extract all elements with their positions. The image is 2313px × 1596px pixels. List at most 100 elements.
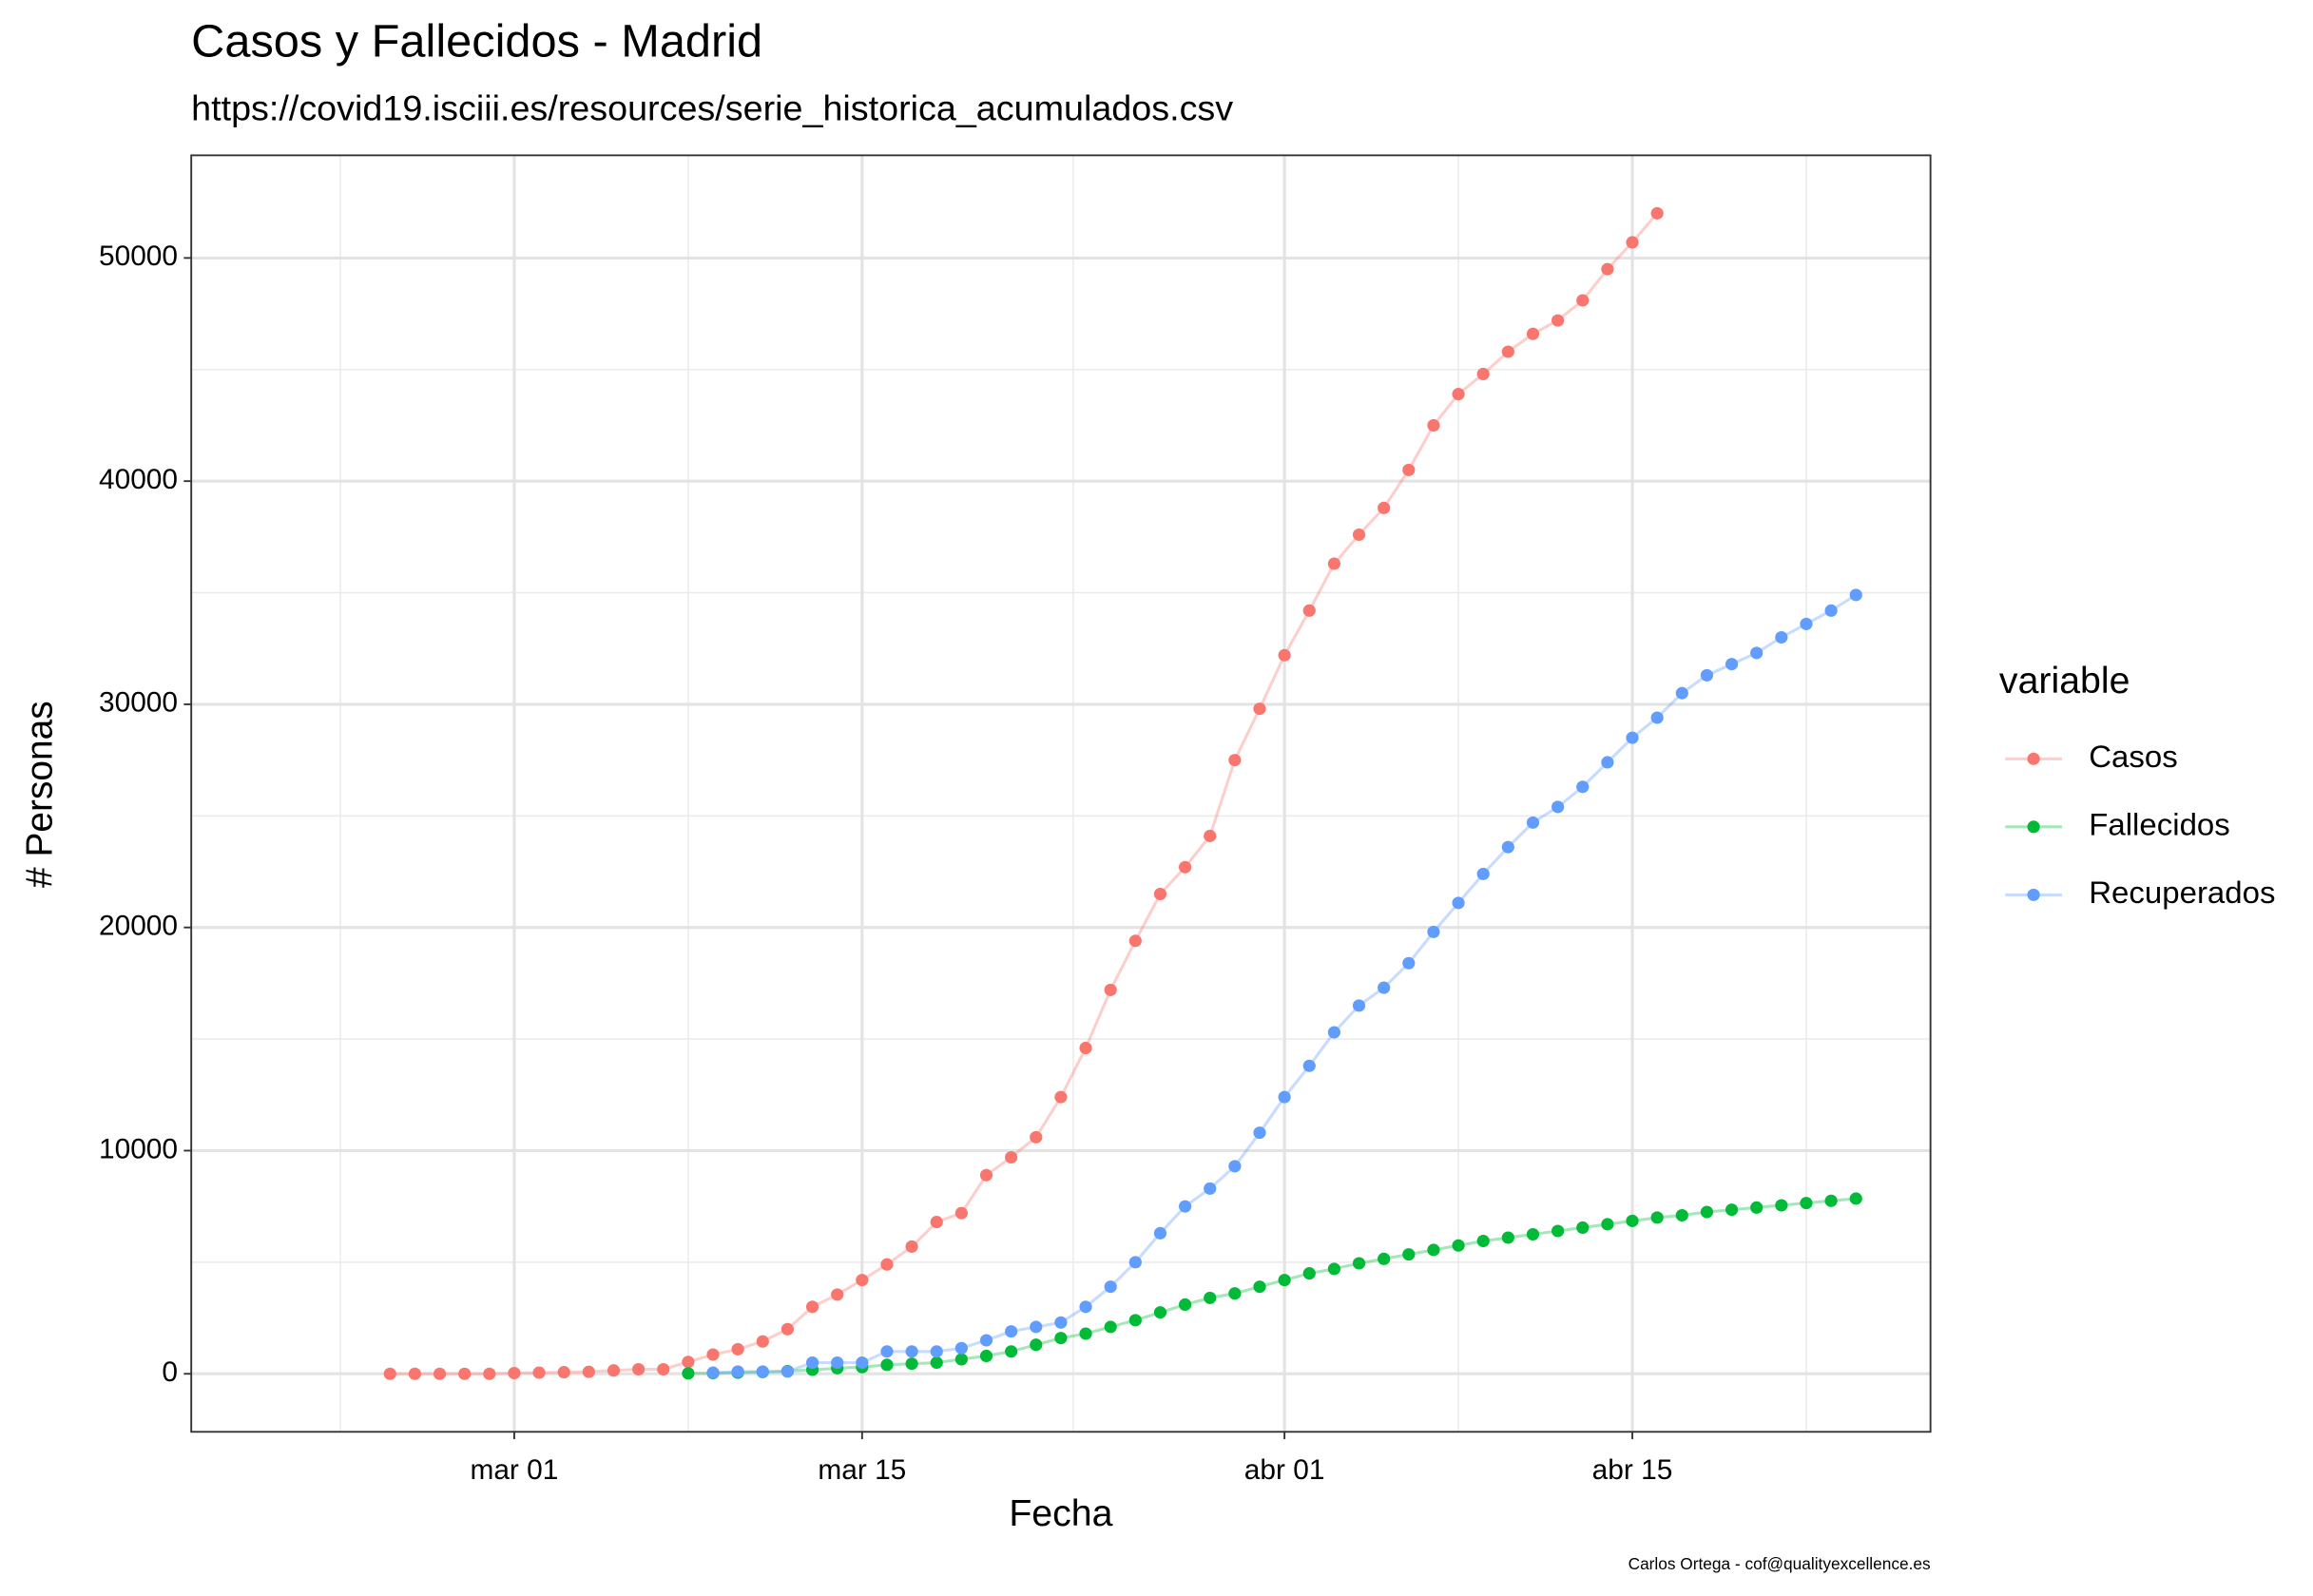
data-point	[1501, 345, 1514, 358]
data-point	[1253, 702, 1266, 716]
data-point	[905, 1240, 918, 1253]
data-point	[954, 1353, 968, 1366]
data-point	[1178, 1200, 1192, 1213]
data-point	[1427, 1243, 1440, 1257]
data-point	[1327, 557, 1340, 570]
data-point	[1675, 1209, 1688, 1222]
data-point	[508, 1366, 521, 1380]
y-tick-label: 50000	[99, 240, 178, 272]
data-point	[706, 1366, 720, 1379]
data-point	[1204, 1291, 1217, 1304]
data-point	[1378, 1252, 1391, 1265]
data-point	[1501, 840, 1514, 854]
data-point	[1005, 1325, 1018, 1338]
data-point	[756, 1335, 769, 1348]
data-point	[607, 1364, 621, 1377]
data-point	[1178, 860, 1192, 874]
y-tick-label: 20000	[99, 911, 178, 942]
data-point	[1153, 1306, 1167, 1319]
data-point	[1228, 1160, 1242, 1173]
data-point	[1601, 1218, 1614, 1231]
data-point	[1800, 1197, 1813, 1210]
x-tick-label: mar 01	[470, 1454, 558, 1486]
data-point	[1378, 981, 1391, 994]
x-axis-title: Fecha	[1009, 1493, 1112, 1534]
data-point	[1253, 1126, 1266, 1140]
data-point	[731, 1342, 744, 1356]
data-point	[1800, 617, 1813, 630]
data-point	[1302, 604, 1316, 617]
data-point	[781, 1322, 795, 1336]
data-point	[483, 1367, 496, 1380]
data-point	[682, 1367, 695, 1380]
data-point	[1327, 1026, 1340, 1039]
data-point	[1005, 1150, 1018, 1164]
data-point	[1378, 501, 1391, 514]
data-point	[632, 1363, 646, 1376]
data-point	[706, 1348, 720, 1361]
data-point	[408, 1367, 421, 1380]
legend-key-point	[2027, 820, 2040, 834]
data-point	[1128, 934, 1142, 948]
data-point	[930, 1356, 943, 1370]
y-tick-label: 0	[162, 1356, 178, 1388]
y-tick-label: 10000	[99, 1133, 178, 1164]
data-point	[1228, 754, 1242, 767]
data-point	[1402, 463, 1416, 476]
data-point	[1327, 1262, 1340, 1276]
data-point	[1626, 731, 1639, 744]
legend-label: Fallecidos	[2089, 807, 2230, 842]
x-tick-label: mar 15	[818, 1454, 906, 1486]
data-point	[1675, 686, 1688, 700]
data-point	[1427, 418, 1440, 432]
data-point	[1228, 1287, 1242, 1300]
chart-title: Casos y Fallecidos - Madrid	[191, 16, 762, 67]
data-point	[1501, 1231, 1514, 1244]
data-point	[905, 1357, 918, 1371]
data-point	[1352, 999, 1366, 1012]
data-point	[1104, 1280, 1117, 1294]
data-point	[1030, 1130, 1043, 1144]
data-point	[1626, 236, 1639, 249]
data-point	[1079, 1041, 1092, 1055]
chart-subtitle: https://covid19.isciii.es/resources/seri…	[191, 88, 1233, 128]
data-point	[1700, 1205, 1714, 1219]
data-point	[979, 1168, 993, 1182]
data-point	[1476, 867, 1490, 880]
data-point	[1775, 630, 1788, 644]
data-point	[756, 1365, 769, 1378]
data-point	[1476, 367, 1490, 380]
legend-title: variable	[1999, 661, 2130, 702]
data-point	[1402, 1248, 1416, 1261]
legend-label: Casos	[2089, 739, 2178, 774]
data-point	[1204, 1182, 1217, 1195]
x-tick-label: abr 15	[1592, 1454, 1673, 1486]
data-point	[1576, 780, 1590, 794]
data-point	[383, 1367, 396, 1380]
data-point	[1650, 711, 1664, 724]
data-point	[1824, 604, 1838, 617]
data-point	[1278, 1090, 1291, 1104]
data-point	[1576, 294, 1590, 307]
x-tick-label: abr 01	[1244, 1454, 1325, 1486]
data-point	[1178, 1298, 1192, 1311]
data-point	[1650, 1211, 1664, 1224]
data-point	[1750, 646, 1764, 660]
legend-label: Recuperados	[2089, 875, 2275, 910]
data-point	[1427, 925, 1440, 938]
data-point	[1278, 648, 1291, 662]
data-point	[1302, 1267, 1316, 1280]
data-point	[930, 1345, 943, 1358]
plot-border	[190, 154, 1932, 1433]
data-point	[1824, 1194, 1838, 1207]
data-point	[1725, 1203, 1739, 1217]
data-point	[880, 1345, 894, 1358]
data-point	[1849, 588, 1862, 602]
data-point	[831, 1288, 844, 1301]
data-point	[557, 1366, 570, 1379]
data-point	[1452, 1239, 1465, 1252]
data-point	[1526, 1227, 1540, 1241]
data-point	[1278, 1274, 1291, 1287]
data-point	[1054, 1332, 1068, 1345]
data-point	[1030, 1338, 1043, 1352]
